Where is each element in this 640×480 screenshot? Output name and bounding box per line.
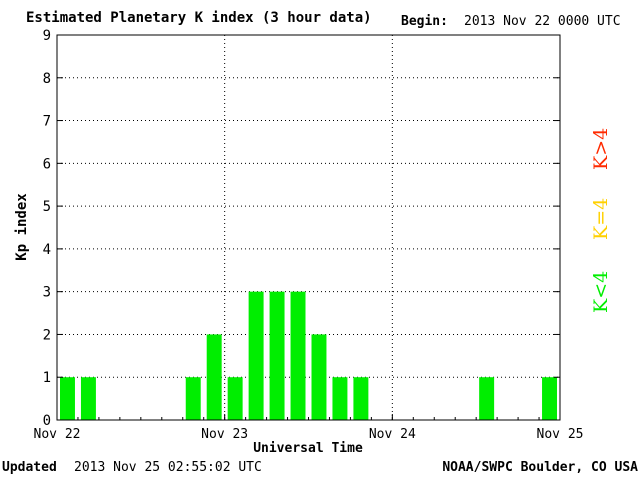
y-tick-label: 9 (43, 28, 51, 44)
x-axis: Nov 22 Nov 23 Nov 24 Nov 25 (34, 414, 584, 442)
y-tick-label: 0 (43, 413, 51, 429)
y-axis-label: Kp index (14, 193, 30, 261)
x-tick-label: Nov 23 (201, 427, 248, 442)
updated-timestamp: 2013 Nov 25 02:55:02 UTC (74, 460, 262, 475)
kp-bar (311, 334, 327, 420)
legend-k-equals-4: K=4 (590, 197, 612, 240)
kp-bar (206, 334, 222, 420)
kp-bar (269, 291, 285, 420)
x-tick-label: Nov 25 (537, 427, 584, 442)
kp-bar (248, 291, 264, 420)
y-tick-label: 3 (43, 285, 51, 301)
x-tick-label: Nov 22 (34, 427, 81, 442)
y-axis: 0 1 2 3 4 5 6 7 8 9 (43, 28, 560, 429)
kp-bar (80, 377, 96, 420)
kp-bar (60, 377, 75, 420)
legend-k-below-4: K<4 (590, 270, 612, 313)
y-tick-label: 7 (43, 114, 51, 130)
x-tick-label: Nov 24 (369, 427, 416, 442)
chart-grid (57, 35, 560, 420)
kp-bar (290, 291, 306, 420)
kp-bar (479, 377, 495, 420)
updated-label: Updated (2, 460, 57, 475)
plot-frame (56, 34, 561, 421)
kp-bar (227, 377, 243, 420)
x-axis-label: Universal Time (253, 441, 363, 456)
chart-title: Estimated Planetary K index (3 hour data… (26, 10, 372, 26)
legend-k-above-4: K>4 (590, 127, 612, 170)
chart-bars (60, 291, 557, 420)
y-tick-label: 2 (43, 327, 51, 343)
y-tick-label: 5 (43, 199, 51, 215)
begin-label: Begin: (401, 14, 448, 29)
kp-bar (542, 377, 557, 420)
y-tick-label: 8 (43, 71, 51, 87)
kp-bar (353, 377, 369, 420)
source-credit: NOAA/SWPC Boulder, CO USA (442, 460, 638, 475)
kp-bar (332, 377, 348, 420)
y-tick-label: 1 (43, 370, 51, 386)
begin-value: 2013 Nov 22 0000 UTC (464, 14, 621, 29)
kp-bar (185, 377, 201, 420)
y-tick-label: 4 (43, 242, 51, 258)
y-tick-label: 6 (43, 156, 51, 172)
